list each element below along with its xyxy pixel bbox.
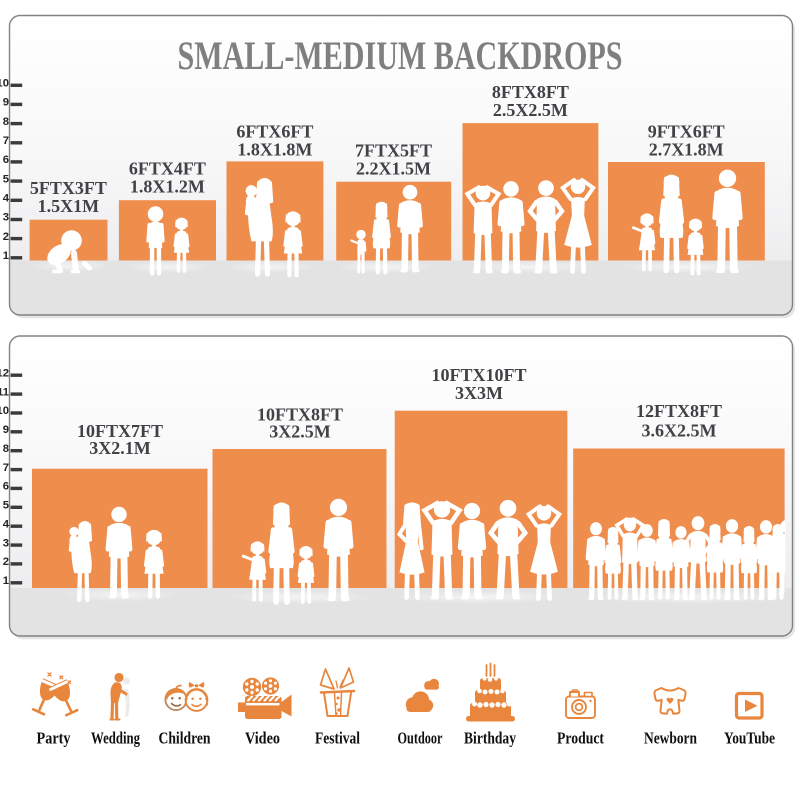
svg-text:10FTX7FT: 10FTX7FT — [77, 421, 163, 441]
svg-text:10: 10 — [0, 405, 9, 417]
svg-text:9: 9 — [3, 424, 9, 436]
svg-text:12: 12 — [0, 367, 9, 379]
svg-text:10FTX10FT: 10FTX10FT — [431, 365, 526, 385]
svg-text:9FTX6FT: 9FTX6FT — [648, 121, 725, 141]
svg-text:3: 3 — [3, 212, 9, 224]
svg-text:Party: Party — [37, 729, 71, 748]
svg-text:2: 2 — [3, 556, 9, 568]
svg-text:1.5X1M: 1.5X1M — [38, 196, 100, 216]
svg-text:3.6X2.5M: 3.6X2.5M — [642, 421, 717, 441]
svg-text:9: 9 — [3, 97, 9, 109]
svg-text:4: 4 — [3, 518, 10, 530]
svg-text:1.8X1.8M: 1.8X1.8M — [237, 140, 312, 160]
svg-text:1: 1 — [3, 575, 9, 587]
svg-text:6FTX4FT: 6FTX4FT — [129, 158, 206, 178]
svg-text:Product: Product — [557, 729, 604, 748]
svg-text:Festival: Festival — [315, 729, 360, 748]
svg-text:7: 7 — [3, 462, 9, 474]
svg-text:12FTX8FT: 12FTX8FT — [636, 401, 722, 421]
svg-text:11: 11 — [0, 386, 9, 398]
svg-text:3X2.5M: 3X2.5M — [269, 422, 331, 442]
svg-text:5: 5 — [3, 173, 9, 185]
svg-text:8FTX8FT: 8FTX8FT — [492, 82, 569, 102]
svg-text:2: 2 — [3, 231, 9, 243]
svg-text:8: 8 — [3, 443, 9, 455]
svg-text:3X2.1M: 3X2.1M — [89, 438, 151, 458]
svg-text:Newborn: Newborn — [644, 729, 697, 748]
svg-text:3X3M: 3X3M — [455, 383, 503, 403]
svg-text:3: 3 — [3, 537, 9, 549]
svg-text:7FTX5FT: 7FTX5FT — [355, 141, 432, 161]
svg-text:10: 10 — [0, 78, 9, 90]
svg-text:2.5X2.5M: 2.5X2.5M — [493, 100, 568, 120]
svg-text:6: 6 — [3, 154, 9, 166]
svg-text:8: 8 — [3, 116, 9, 128]
svg-text:Birthday: Birthday — [464, 729, 516, 748]
svg-text:Outdoor: Outdoor — [398, 729, 443, 748]
svg-text:YouTube: YouTube — [724, 729, 775, 748]
svg-text:7: 7 — [3, 135, 9, 147]
svg-text:2.2X1.5M: 2.2X1.5M — [356, 159, 431, 179]
svg-text:6: 6 — [3, 481, 9, 493]
svg-text:2.7X1.8M: 2.7X1.8M — [649, 140, 724, 160]
svg-text:Video: Video — [245, 729, 280, 748]
svg-text:5FTX3FT: 5FTX3FT — [30, 178, 107, 198]
svg-text:Wedding: Wedding — [91, 729, 140, 748]
svg-text:SMALL-MEDIUM BACKDROPS: SMALL-MEDIUM BACKDROPS — [178, 33, 623, 78]
svg-text:5: 5 — [3, 500, 9, 512]
svg-text:10FTX8FT: 10FTX8FT — [257, 405, 343, 425]
svg-text:Children: Children — [159, 729, 211, 748]
svg-text:1.8X1.2M: 1.8X1.2M — [130, 176, 205, 196]
svg-text:1: 1 — [3, 250, 9, 262]
svg-text:4: 4 — [3, 193, 10, 205]
svg-text:6FTX6FT: 6FTX6FT — [236, 122, 313, 142]
